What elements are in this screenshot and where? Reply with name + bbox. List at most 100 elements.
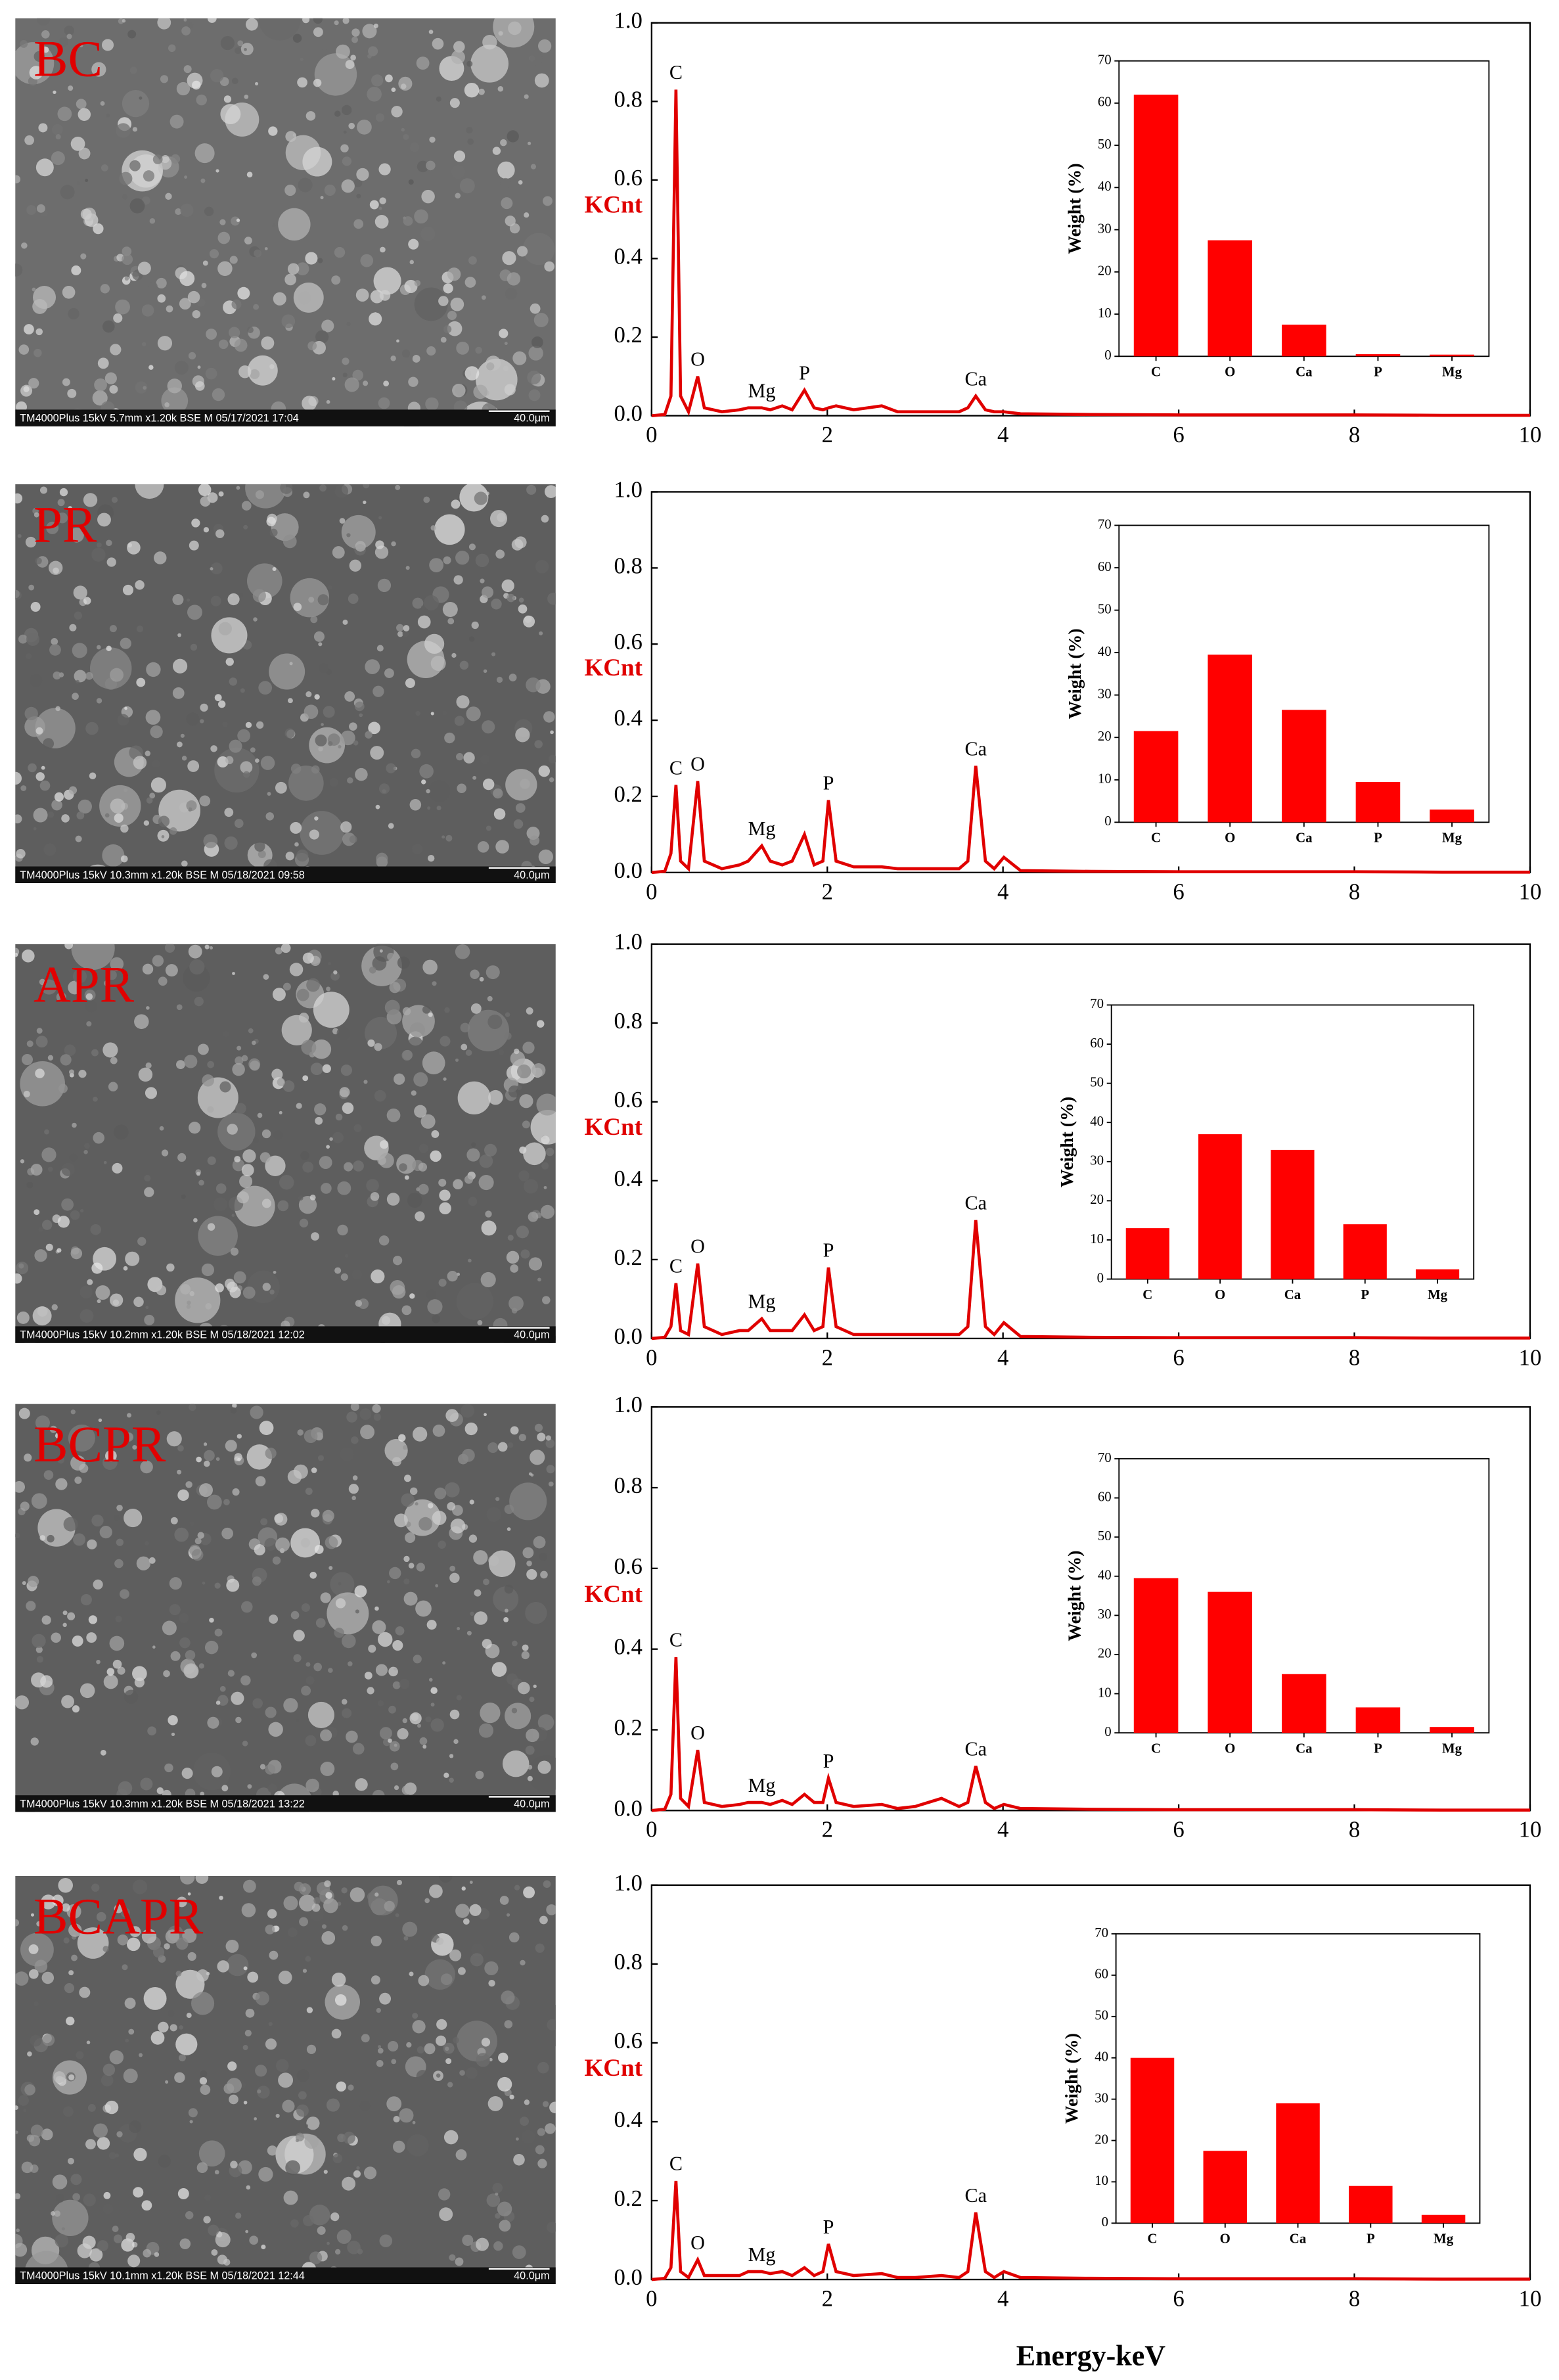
sem-particle	[187, 598, 191, 602]
sem-particle	[294, 842, 299, 847]
sem-particle	[342, 1634, 356, 1649]
sem-particle	[97, 542, 102, 548]
sem-particle	[28, 1969, 39, 1979]
sem-particle	[28, 763, 37, 773]
scale-bar: 40.0μm	[514, 1798, 549, 1810]
sem-particle	[459, 178, 475, 194]
sem-particle	[309, 2251, 323, 2264]
sem-particle	[338, 1582, 342, 1586]
sem-particle	[72, 2193, 80, 2201]
sem-particle	[543, 196, 553, 206]
sem-particle	[314, 53, 357, 96]
sem-particle	[211, 2249, 218, 2256]
sem-particle	[265, 2038, 277, 2050]
sem-particle	[74, 1476, 82, 1484]
sem-particle	[414, 1105, 427, 1118]
sem-particle	[351, 1496, 356, 1501]
sem-particle	[68, 2074, 75, 2080]
sem-particle	[235, 47, 242, 55]
sem-particle	[156, 1410, 161, 1415]
sem-particle	[85, 721, 99, 735]
sem-particle	[235, 2212, 242, 2219]
sem-particle	[306, 2007, 313, 2013]
sem-particle	[244, 237, 252, 245]
sem-particle	[367, 1687, 374, 1695]
sem-particle	[188, 944, 202, 959]
y-axis-label: KCnt	[584, 1581, 643, 1608]
sem-particle	[436, 2019, 447, 2030]
sem-particle	[387, 953, 395, 961]
sem-particle	[430, 712, 434, 716]
sem-particle	[417, 615, 431, 629]
sem-particle	[420, 1114, 436, 1129]
sem-particle	[420, 605, 426, 610]
sem-particle	[311, 1039, 332, 1059]
sem-particle	[88, 1615, 98, 1624]
sem-particle	[217, 1960, 229, 1973]
sem-particle	[336, 2081, 347, 2092]
sem-particle	[76, 2051, 84, 2059]
sem-particle	[148, 1557, 156, 1564]
sem-particle	[104, 2100, 119, 2115]
sem-particle	[129, 1926, 141, 1938]
sem-particle	[474, 1611, 488, 1625]
x-tick-label: 2	[822, 422, 833, 447]
sem-particle	[544, 485, 556, 498]
sem-particle	[39, 978, 46, 986]
sem-particle	[498, 2052, 508, 2063]
sem-particle	[205, 367, 217, 380]
sem-particle	[498, 1049, 505, 1055]
sem-particle	[388, 2040, 399, 2052]
sem-particle	[79, 1683, 95, 1699]
sem-particle	[146, 797, 153, 804]
y-tick-label: 0.8	[614, 553, 643, 578]
sem-particle	[321, 1183, 332, 1194]
sem-particle	[441, 835, 445, 839]
sem-particle	[337, 1224, 348, 1236]
y-tick-label: 0.0	[614, 1795, 643, 1821]
sem-particle	[189, 1521, 194, 1526]
sem-particle	[207, 1494, 222, 1510]
y-tick-label: 0.8	[614, 86, 643, 112]
sem-particle	[202, 260, 208, 266]
sem-particle	[189, 2120, 193, 2124]
sem-particle	[524, 2099, 530, 2105]
sem-particle	[235, 1716, 242, 1724]
sem-particle	[144, 1174, 151, 1181]
sem-particle	[379, 949, 383, 953]
sem-particle	[198, 1483, 214, 1498]
sem-particle	[479, 976, 484, 982]
sem-particle	[72, 51, 76, 55]
sem-particle	[260, 1518, 268, 1526]
sem-particle	[429, 1884, 443, 1898]
sem-particle	[68, 1970, 74, 1976]
sem-particle	[428, 1503, 434, 1509]
sem-particle	[422, 959, 438, 975]
sem-particle	[486, 362, 495, 371]
sem-particle	[91, 1514, 104, 1527]
sem-particle	[514, 536, 527, 549]
sem-particle	[516, 1064, 531, 1079]
sem-particle	[164, 1763, 173, 1773]
x-tick-label: 6	[1173, 422, 1184, 447]
sem-particle	[250, 1406, 263, 1419]
peak-label: Ca	[965, 1192, 987, 1214]
sem-particle	[505, 1703, 531, 1729]
sem-particle	[323, 1898, 338, 1913]
sem-particle	[374, 1606, 379, 1611]
sem-particle	[397, 956, 410, 969]
bar	[1125, 1228, 1169, 1279]
sem-particle	[359, 1408, 372, 1420]
sem-particle	[217, 2254, 227, 2265]
sem-particle	[404, 1175, 409, 1180]
sem-particle	[263, 974, 269, 980]
inset-x-tick-label: Mg	[1434, 2231, 1454, 2247]
sem-particle	[132, 1879, 148, 1894]
sem-particle	[187, 1892, 191, 1896]
sem-particle	[402, 1718, 407, 1724]
sem-particle	[367, 54, 372, 58]
y-tick-label: 0.6	[614, 1553, 643, 1579]
sem-particle	[510, 1264, 519, 1273]
sem-particle	[315, 734, 327, 746]
